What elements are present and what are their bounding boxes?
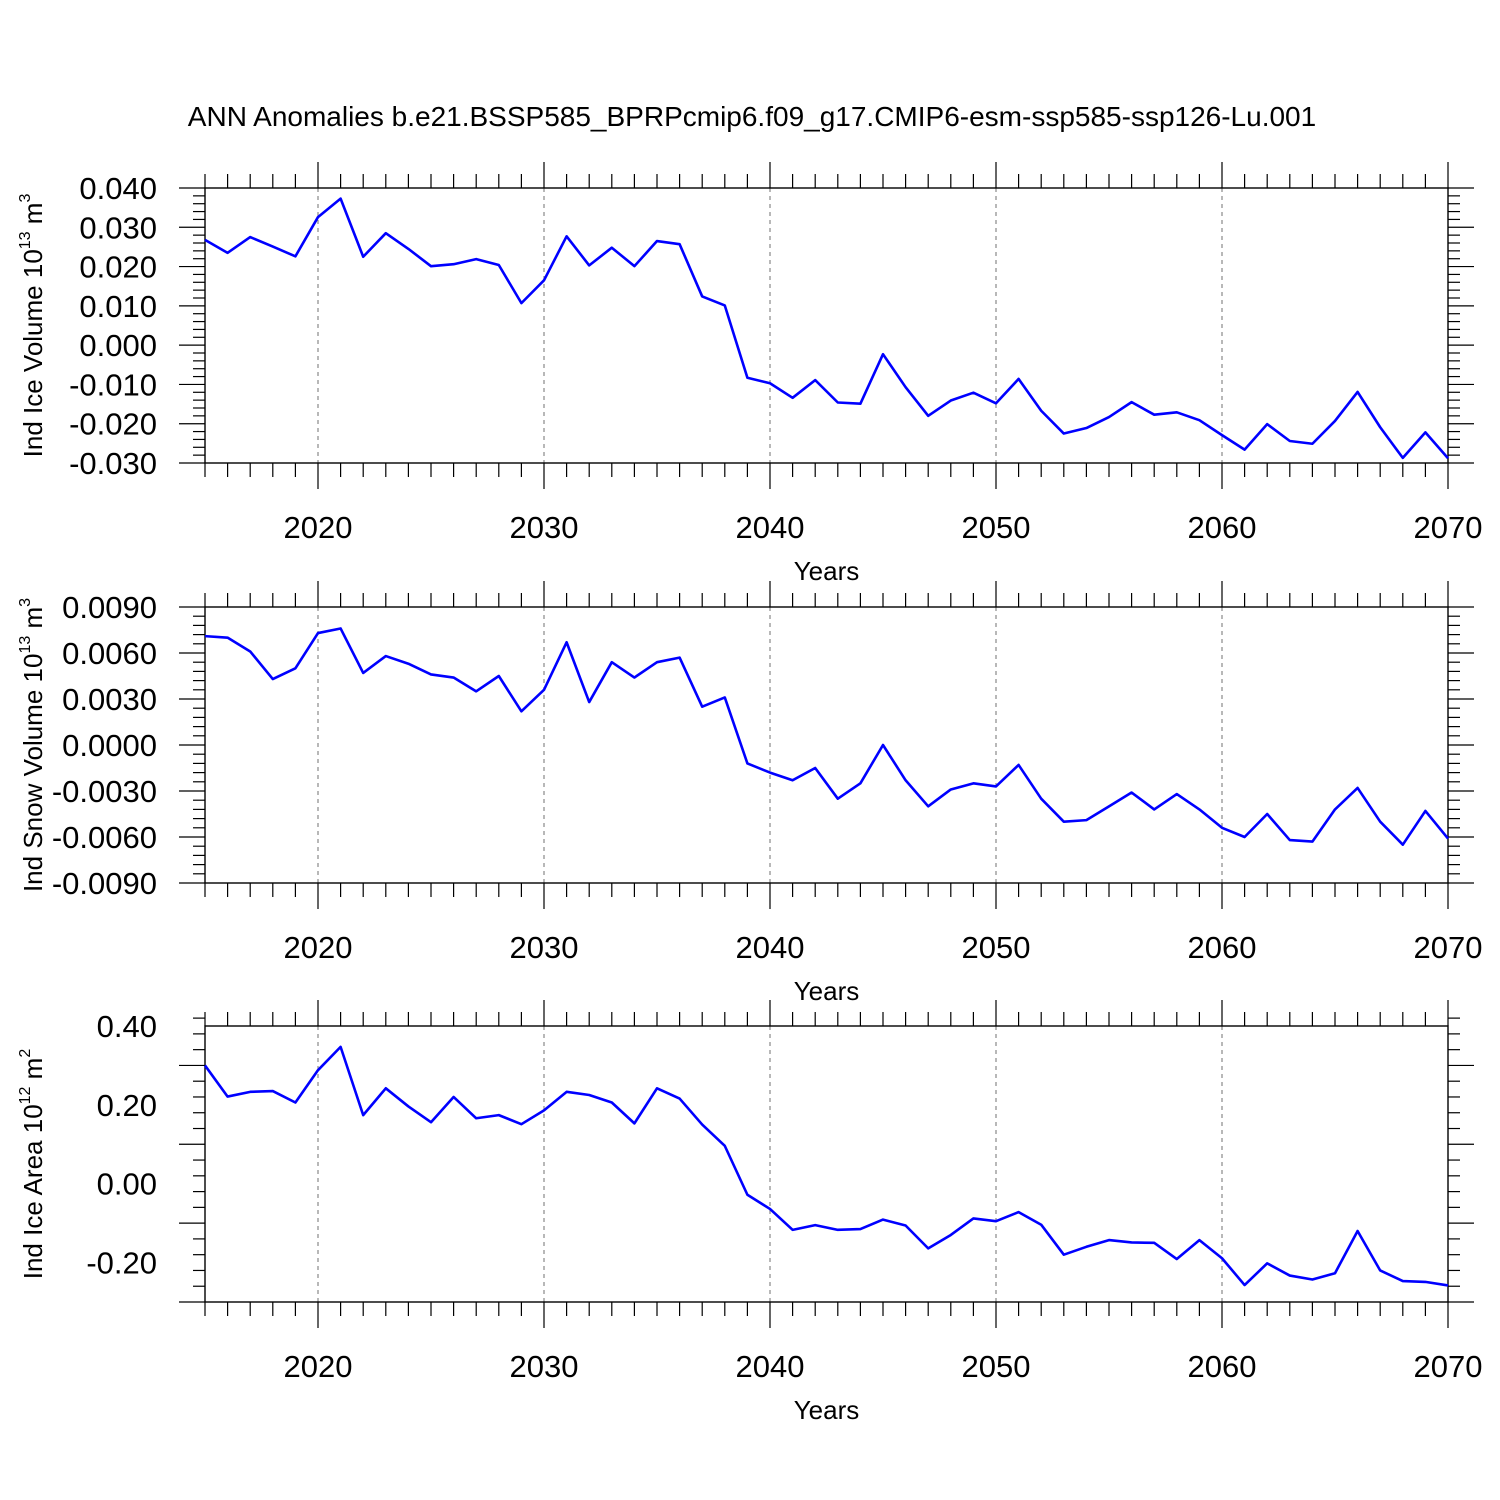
y-axis-label: Ind Ice Volume 1013 m3 [17, 194, 48, 458]
plot-frame [204, 606, 1449, 884]
y-axis-label: Ind Ice Area 1012 m2 [17, 1049, 48, 1280]
x-tick-label: 2040 [736, 510, 805, 545]
x-tick-label: 2040 [736, 1349, 805, 1384]
x-tick-label: 2060 [1188, 1349, 1257, 1384]
chart-panel-2: -0.0090 -0.0060 -0.0030 0.0000 0.0030 0.0060 0… [17, 581, 1482, 1006]
x-tick-label: 2030 [510, 930, 579, 965]
y-tick-label: -0.030 [69, 446, 157, 481]
y-tick-label: 0.0060 [62, 636, 157, 671]
plot-frame [204, 1025, 1449, 1303]
x-tick-label: 2020 [284, 1349, 353, 1384]
y-tick-label: 0.20 [97, 1088, 157, 1123]
y-tick-label: -0.0060 [52, 820, 157, 855]
y-tick-label: 0.040 [79, 171, 157, 206]
y-tick-label: 0.40 [97, 1009, 157, 1044]
y-tick-label: -0.20 [86, 1246, 157, 1281]
y-tick-label: 0.00 [97, 1167, 157, 1202]
y-tick-label: 0.0030 [62, 682, 157, 717]
x-tick-label: 2070 [1414, 510, 1483, 545]
series-line [204, 197, 1449, 460]
y-axis-label: Ind Snow Volume 1013 m3 [17, 598, 48, 892]
x-tick-label: 2030 [510, 510, 579, 545]
y-tick-label: 0.0000 [62, 728, 157, 763]
x-axis-label: Years [794, 1395, 860, 1425]
x-tick-label: 2070 [1414, 1349, 1483, 1384]
y-tick-label: 0.030 [79, 210, 157, 245]
y-tick-label: -0.010 [69, 367, 157, 402]
series-line [203, 1045, 1449, 1287]
chart-panel-3: -0.20 0.00 0.20 0.40 2020 2030 2040 2050 2060 207… [17, 1000, 1482, 1425]
x-tick-label: 2050 [962, 1349, 1031, 1384]
y-tick-label: 0.010 [79, 289, 157, 324]
y-tick-label: -0.0090 [52, 866, 157, 901]
figure-title: ANN Anomalies b.e21.BSSP585_BPRPcmip6.f0… [188, 101, 1316, 132]
y-tick-label: 0.000 [79, 328, 157, 363]
x-tick-label: 2030 [510, 1349, 579, 1384]
y-tick-label: 0.0090 [62, 590, 157, 625]
y-tick-label: -0.0030 [52, 774, 157, 809]
x-tick-label: 2070 [1414, 930, 1483, 965]
y-tick-label: 0.020 [79, 250, 157, 285]
x-tick-label: 2020 [284, 510, 353, 545]
panels: -0.030 -0.020 -0.010 0.000 0.010 0.020 0.030 0.… [17, 162, 1482, 1425]
x-axis-label: Years [794, 556, 860, 586]
x-tick-label: 2050 [962, 510, 1031, 545]
x-axis-label: Years [794, 976, 860, 1006]
x-tick-label: 2040 [736, 930, 805, 965]
plot-frame [204, 187, 1449, 464]
x-tick-label: 2050 [962, 930, 1031, 965]
series-line [204, 627, 1450, 846]
x-tick-label: 2060 [1188, 510, 1257, 545]
x-tick-label: 2060 [1188, 930, 1257, 965]
chart-panel-1: -0.030 -0.020 -0.010 0.000 0.010 0.020 0.030 0.… [17, 162, 1482, 586]
y-tick-label: -0.020 [69, 407, 157, 442]
x-tick-label: 2020 [284, 930, 353, 965]
